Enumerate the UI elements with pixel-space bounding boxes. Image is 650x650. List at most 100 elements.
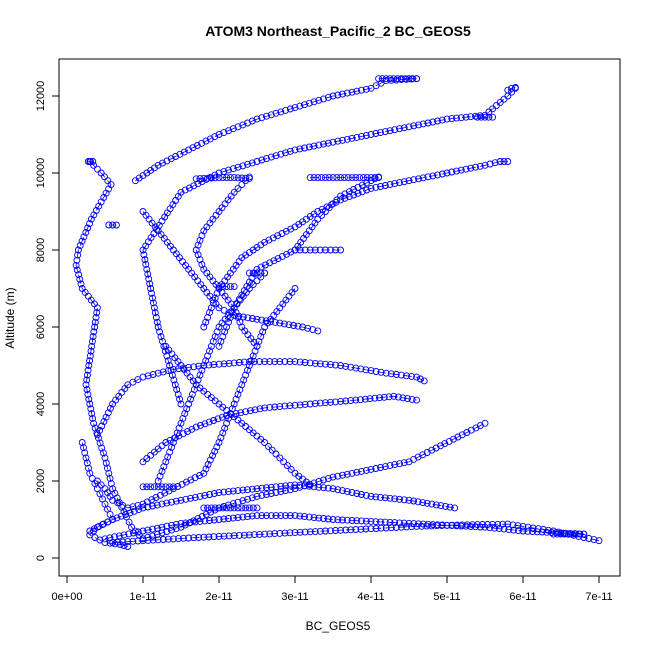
data-point [223,283,231,291]
data-point [253,277,261,285]
data-point [287,465,295,473]
data-point [400,178,408,186]
data-point [261,404,269,412]
data-point [263,112,270,120]
data-point [396,495,403,503]
data-point [87,405,95,413]
data-point [90,419,98,427]
data-point [321,360,329,368]
data-point [410,122,418,130]
data-point [553,530,561,538]
data-point [249,504,257,512]
data-point [197,421,204,429]
data-point [261,358,269,366]
data-point [376,394,383,402]
data-point [458,521,466,529]
data-point [305,513,313,521]
data-point [451,504,459,512]
data-point [301,101,308,109]
data-point [510,526,517,534]
data-point [310,142,318,150]
data-point [334,486,342,494]
data-point [230,283,238,291]
data-point [205,533,213,541]
data-point [135,506,143,514]
data-point [261,439,269,446]
data-point [291,285,299,292]
data-point [156,491,164,499]
data-point [190,363,198,371]
data-point [467,164,475,172]
data-point [403,372,410,380]
data-point [467,113,475,121]
data-point [315,96,323,104]
data-point [85,395,93,403]
data-point [350,191,358,199]
data-point [102,413,110,421]
data-point [316,246,324,254]
data-point [282,227,290,235]
data-point [333,196,341,204]
data-point [73,266,81,274]
data-point [358,491,365,498]
data-point [320,95,327,103]
data-point [397,371,405,379]
data-point [170,376,178,384]
data-point [203,288,211,296]
data-point [329,200,337,208]
data-point [72,261,80,269]
data-point [74,251,82,259]
x-axis: 0e+00 1e-11 2e-11 3e-11 4e-11 5e-11 6e-11 7e-11 [52,575,613,603]
data-point [239,513,247,521]
data-point [200,323,208,331]
data-point [98,422,106,430]
data-point [491,159,499,167]
data-point [177,400,185,408]
data-point [253,269,261,277]
data-point [245,531,253,539]
data-point [174,390,182,398]
data-point [282,487,289,495]
data-point [84,366,92,374]
data-point [235,312,243,320]
data-point [191,474,199,482]
data-series [78,439,132,550]
data-point [401,75,409,83]
data-point [347,526,355,534]
data-point [164,453,172,461]
x-tick-label: 0e+00 [52,591,83,603]
data-point [341,194,349,202]
data-point [296,528,304,536]
data-series [162,342,314,489]
y-tick-label: 6000 [35,315,47,339]
data-point [281,358,289,366]
data-point [191,493,199,501]
data-point [311,400,319,408]
data-point [202,318,210,326]
data-point [220,515,228,523]
data-point [153,501,161,509]
data-point [271,530,279,538]
data-point [347,363,355,371]
data-point [434,171,441,179]
data-point [169,483,177,491]
data-point [339,90,346,98]
data-point [120,542,128,549]
data-point [253,492,261,500]
data-point [291,246,299,254]
data-point [87,215,95,223]
data-point [320,515,327,522]
data-point [266,403,274,411]
data-point [324,484,332,492]
series-connector [196,177,250,180]
data-point [416,375,424,383]
data-point [437,442,444,450]
data-point [262,317,270,325]
data-point [211,447,219,455]
data-point [206,347,213,355]
y-tick-label: 2000 [35,469,47,493]
data-point [91,323,99,331]
y-tick-label: 8000 [35,238,47,262]
data-point [403,523,410,531]
data-point [153,524,161,532]
